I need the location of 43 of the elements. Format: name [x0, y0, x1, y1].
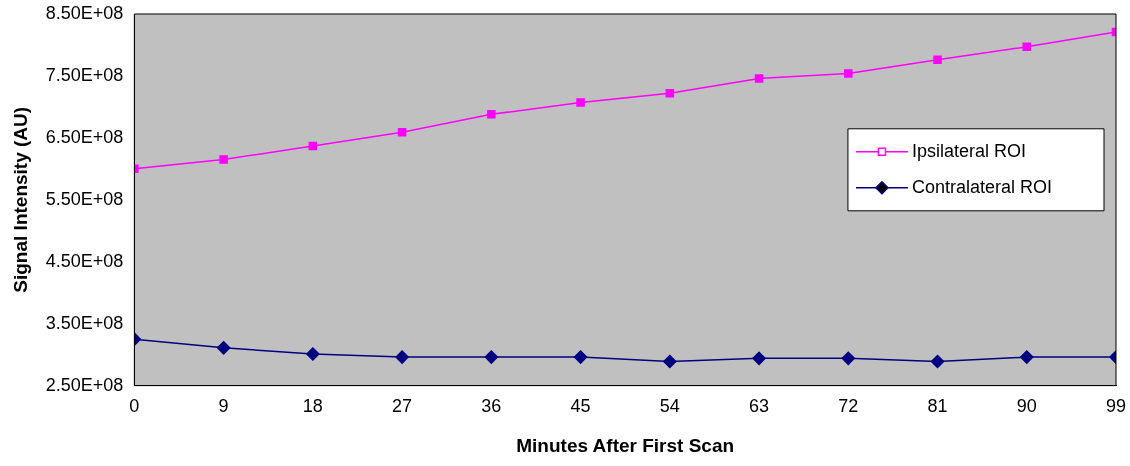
legend-label: Ipsilateral ROI: [911, 140, 1026, 161]
point: [930, 354, 945, 369]
y-tick-label: 5.50E+08: [45, 188, 124, 209]
point: [216, 341, 231, 355]
x-tick-label: 9: [218, 396, 229, 417]
point: [487, 110, 496, 119]
point: [1020, 350, 1034, 364]
y-tick-label: 6.50E+08: [45, 126, 124, 147]
y-tick-label: 7.50E+08: [45, 64, 124, 85]
point: [219, 155, 228, 164]
point: [484, 350, 499, 364]
point: [665, 88, 675, 98]
x-tick-label: 45: [570, 396, 591, 417]
point: [844, 69, 853, 78]
point: [306, 347, 320, 361]
point: [841, 351, 856, 366]
point: [308, 141, 318, 151]
x-tick-label: 27: [392, 396, 413, 417]
legend-label: Contralateral ROI: [911, 176, 1053, 197]
x-tick-label: 63: [749, 396, 770, 417]
point: [752, 351, 766, 366]
point: [395, 350, 409, 364]
x-tick-label: 72: [838, 396, 859, 417]
x-tick-label: 0: [129, 396, 140, 417]
y-tick-label: 2.50E+08: [45, 374, 124, 395]
x-axis-title: Minutes After First Scan: [516, 434, 735, 456]
point: [663, 354, 677, 369]
x-tick-label: 81: [927, 396, 948, 417]
x-tick-label: 54: [659, 396, 680, 417]
x-tick-label: 99: [1105, 396, 1127, 417]
y-axis-title: Signal Intensity (AU): [9, 106, 31, 293]
y-tick-label: 4.50E+08: [45, 250, 124, 271]
x-tick-label: 36: [481, 396, 502, 417]
point: [573, 350, 588, 364]
y-tick-label: 8.50E+08: [45, 2, 124, 23]
point: [576, 98, 585, 107]
y-tick-label: 3.50E+08: [45, 312, 124, 333]
point: [754, 74, 764, 83]
x-tick-label: 18: [302, 396, 323, 417]
point: [933, 55, 942, 65]
x-tick-label: 90: [1016, 396, 1037, 417]
point: [1022, 42, 1032, 52]
point: [397, 128, 407, 137]
